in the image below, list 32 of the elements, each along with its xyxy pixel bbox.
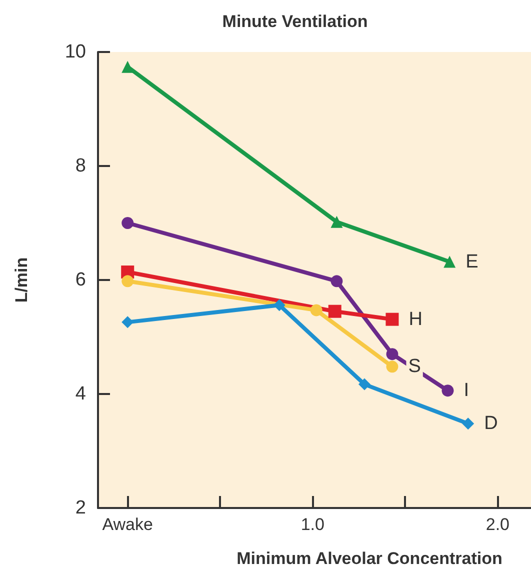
y-tick-label: 8: [75, 156, 86, 176]
point: [122, 60, 134, 73]
point: [122, 316, 134, 328]
point: [386, 360, 398, 373]
x-tick-label: 2.0: [486, 515, 510, 534]
point: [462, 418, 474, 430]
point: [444, 256, 456, 268]
point: [328, 304, 342, 318]
point: [386, 348, 398, 360]
y-axis-title: L/min: [12, 257, 31, 303]
y-tick-label: 4: [75, 384, 86, 404]
y-tick-label: 2: [75, 498, 86, 518]
point: [273, 299, 286, 312]
x-tick-label: Awake: [102, 515, 153, 534]
series-label: E: [466, 251, 478, 272]
point: [386, 312, 399, 326]
series-label: I: [464, 380, 470, 402]
x-tick-label: 1.0: [300, 515, 324, 534]
x-axis-title: Minimum Alveolar Concentration: [236, 549, 502, 568]
point: [330, 216, 343, 228]
series-label: H: [408, 308, 422, 330]
y-tick-label: 10: [64, 42, 86, 62]
series-label: D: [484, 413, 498, 434]
point: [358, 378, 370, 390]
point: [122, 217, 134, 229]
point: [330, 275, 343, 288]
point: [310, 304, 322, 316]
point: [442, 384, 454, 397]
y-tick-label: 6: [75, 270, 86, 290]
chart-title: Minute Ventilation: [222, 12, 368, 31]
series-label: S: [408, 356, 421, 378]
point: [122, 275, 134, 288]
